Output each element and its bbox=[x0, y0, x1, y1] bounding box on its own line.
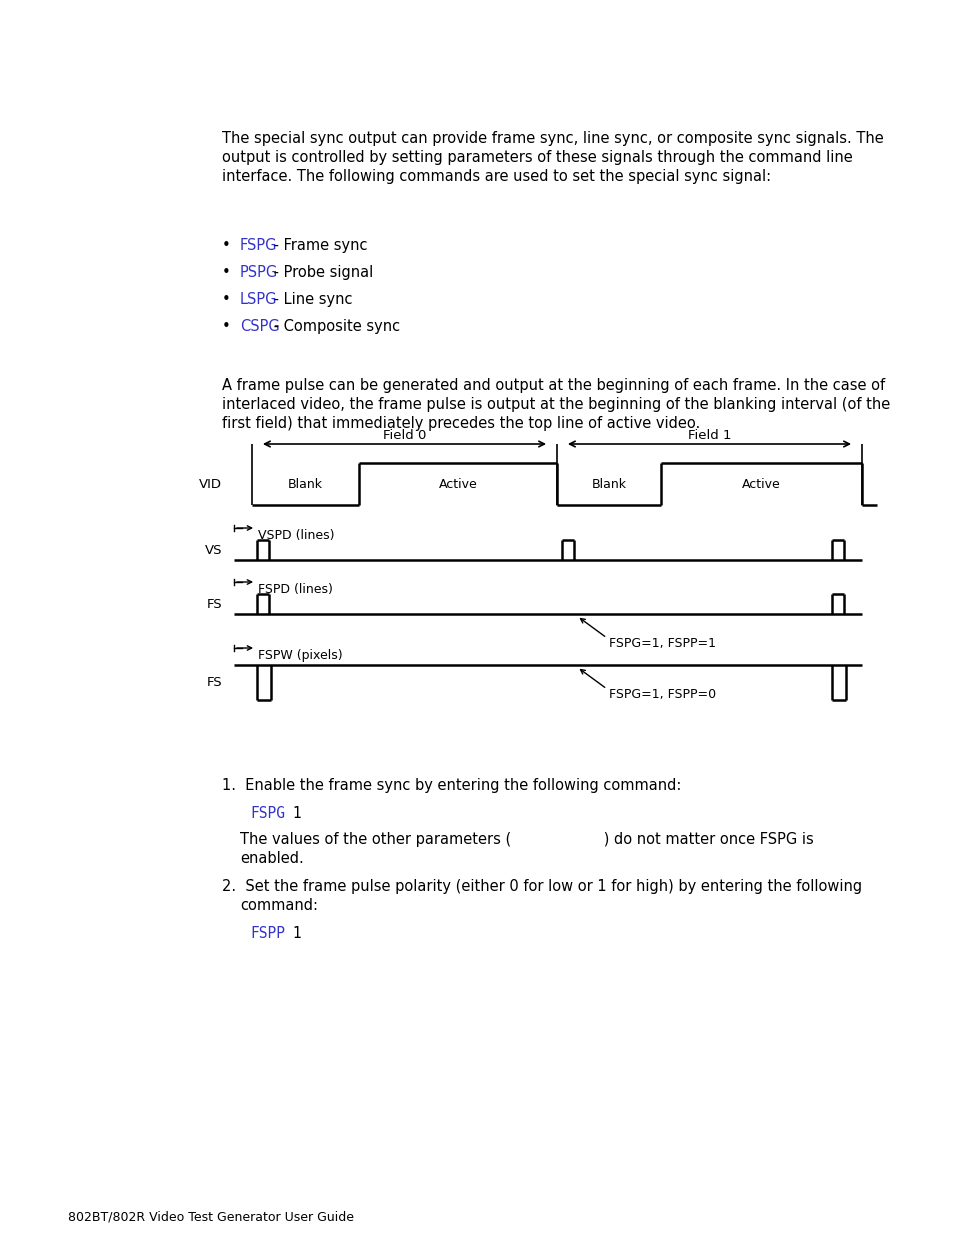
Text: CSPG: CSPG bbox=[240, 319, 279, 333]
Text: - Composite sync: - Composite sync bbox=[269, 319, 399, 333]
Text: FSPW (pixels): FSPW (pixels) bbox=[257, 650, 342, 662]
Text: FSPG: FSPG bbox=[240, 238, 277, 253]
Text: VSPD (lines): VSPD (lines) bbox=[257, 529, 335, 542]
Text: - Frame sync: - Frame sync bbox=[269, 238, 367, 253]
Text: Field 0: Field 0 bbox=[382, 429, 426, 442]
Text: VS: VS bbox=[204, 543, 222, 557]
Text: VID: VID bbox=[199, 478, 222, 490]
Text: 802BT/802R Video Test Generator User Guide: 802BT/802R Video Test Generator User Gui… bbox=[68, 1210, 354, 1223]
Text: A frame pulse can be generated and output at the beginning of each frame. In the: A frame pulse can be generated and outpu… bbox=[222, 378, 884, 393]
Text: 1.  Enable the frame sync by entering the following command:: 1. Enable the frame sync by entering the… bbox=[222, 778, 680, 793]
Text: Blank: Blank bbox=[288, 478, 322, 490]
Text: Field 1: Field 1 bbox=[687, 429, 731, 442]
Text: enabled.: enabled. bbox=[240, 851, 303, 866]
Text: FS: FS bbox=[206, 676, 222, 688]
Text: LSPG: LSPG bbox=[240, 291, 277, 308]
Text: 1: 1 bbox=[284, 806, 301, 821]
Text: •: • bbox=[222, 238, 231, 253]
Text: The values of the other parameters (                    ) do not matter once FSP: The values of the other parameters ( ) d… bbox=[240, 832, 813, 847]
Text: 1: 1 bbox=[284, 926, 301, 941]
Text: Active: Active bbox=[741, 478, 780, 490]
Text: FSPP: FSPP bbox=[250, 926, 285, 941]
Text: - Probe signal: - Probe signal bbox=[269, 266, 373, 280]
Text: Blank: Blank bbox=[591, 478, 626, 490]
Text: •: • bbox=[222, 266, 231, 280]
Text: Active: Active bbox=[438, 478, 476, 490]
Text: PSPG: PSPG bbox=[240, 266, 278, 280]
Text: FSPG=1, FSPP=1: FSPG=1, FSPP=1 bbox=[608, 637, 716, 650]
Text: FSPG: FSPG bbox=[250, 806, 285, 821]
Text: FSPD (lines): FSPD (lines) bbox=[257, 583, 333, 597]
Text: - Line sync: - Line sync bbox=[269, 291, 352, 308]
Text: interface. The following commands are used to set the special sync signal:: interface. The following commands are us… bbox=[222, 169, 770, 184]
Text: The special sync output can provide frame sync, line sync, or composite sync sig: The special sync output can provide fram… bbox=[222, 131, 882, 146]
Text: output is controlled by setting parameters of these signals through the command : output is controlled by setting paramete… bbox=[222, 149, 852, 165]
Text: •: • bbox=[222, 291, 231, 308]
Text: first field) that immediately precedes the top line of active video.: first field) that immediately precedes t… bbox=[222, 416, 700, 431]
Text: FSPG=1, FSPP=0: FSPG=1, FSPP=0 bbox=[608, 688, 716, 701]
Text: command:: command: bbox=[240, 898, 317, 913]
Text: •: • bbox=[222, 319, 231, 333]
Text: interlaced video, the frame pulse is output at the beginning of the blanking int: interlaced video, the frame pulse is out… bbox=[222, 396, 889, 412]
Text: FS: FS bbox=[206, 598, 222, 610]
Text: 2.  Set the frame pulse polarity (either 0 for low or 1 for high) by entering th: 2. Set the frame pulse polarity (either … bbox=[222, 879, 862, 894]
